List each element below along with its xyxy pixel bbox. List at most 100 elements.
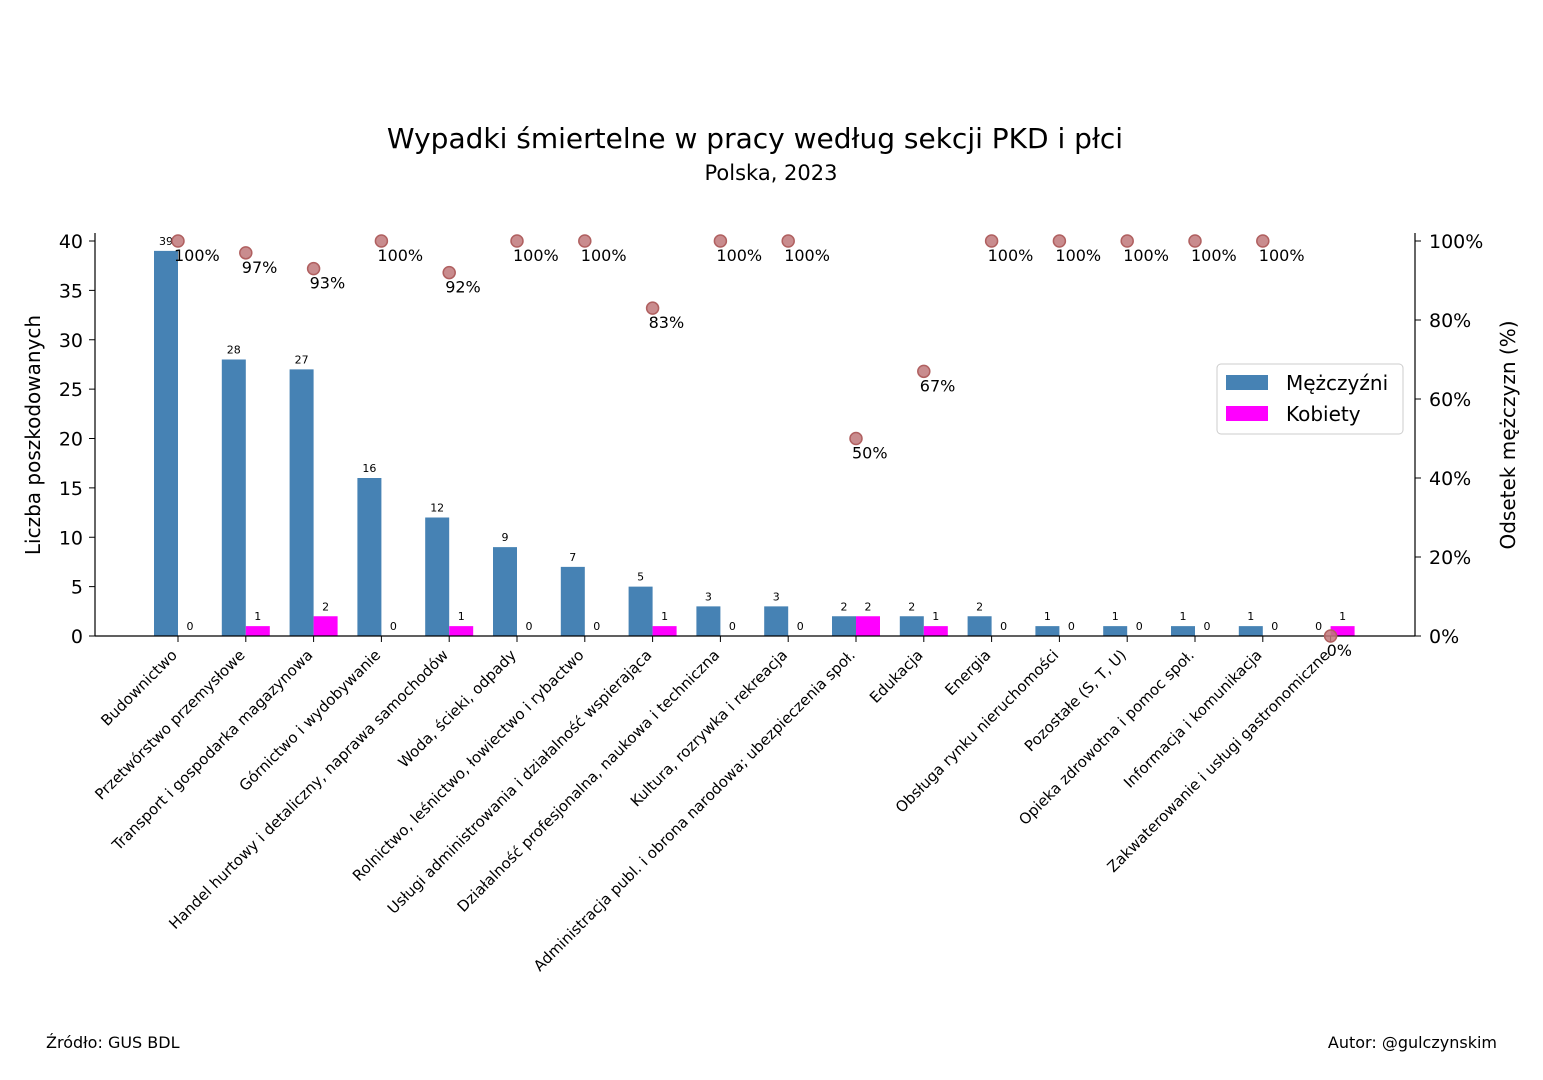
y2-tick-label: 80% [1429, 310, 1471, 332]
value-label-women: 1 [1339, 610, 1346, 623]
share-label: 92% [445, 278, 481, 297]
value-label-women: 0 [1204, 620, 1211, 633]
y-tick-label: 35 [59, 280, 83, 302]
y2-tick-label: 100% [1429, 231, 1483, 253]
category-label: Działalność profesjonalna, naukowa i tec… [454, 646, 724, 916]
category-label: Informacja i komunikacja [1120, 646, 1265, 791]
share-point [374, 234, 389, 248]
share-label: 83% [649, 313, 685, 332]
bar-women [1330, 626, 1355, 636]
value-label-men: 3 [705, 590, 712, 603]
share-point [984, 234, 999, 248]
bar-men [696, 606, 721, 636]
share-label: 50% [852, 444, 888, 463]
share-label: 100% [581, 246, 627, 265]
value-label-men: 5 [637, 571, 644, 584]
share-layer: 100%97%93%100%92%100% 100%83%100% 100%50%6… [171, 234, 1352, 660]
share-label: 100% [784, 246, 830, 265]
share-point [1323, 629, 1338, 643]
bar-men [899, 616, 924, 636]
share-point [781, 234, 795, 248]
bar-women [245, 626, 270, 636]
bar-men [764, 606, 789, 636]
share-point [849, 431, 863, 446]
value-label-men: 2 [841, 600, 848, 613]
bar-men [221, 359, 246, 636]
y-tick-label: 5 [71, 577, 83, 599]
chart-title: Wypadki śmiertelne w pracy według sekcji… [387, 122, 1123, 155]
bar-women [652, 626, 677, 636]
value-label-women: 1 [458, 610, 465, 623]
share-label: 100% [174, 246, 220, 265]
value-label-women: 2 [865, 600, 872, 613]
bar-men [289, 369, 314, 636]
bar-men [1238, 626, 1263, 636]
bar-women [923, 626, 948, 636]
bar-men [628, 586, 653, 636]
bar-men [1035, 626, 1060, 636]
category-label: Edukacja [866, 646, 927, 707]
share-label: 100% [716, 246, 762, 265]
chart-subtitle: Polska, 2023 [705, 161, 838, 185]
share-point [578, 234, 592, 248]
bar-men [493, 547, 517, 636]
value-label-men: 27 [295, 353, 309, 366]
value-label-women: 0 [390, 620, 397, 633]
value-label-men: 1 [1247, 610, 1254, 623]
share-point [645, 301, 660, 315]
share-point [171, 234, 185, 248]
value-label-men: 28 [227, 344, 241, 357]
share-label: 100% [377, 246, 423, 265]
value-label-women: 0 [1136, 620, 1143, 633]
legend-swatch-men [1226, 375, 1268, 390]
value-label-women: 0 [797, 620, 804, 633]
y-tick-label: 40 [59, 231, 83, 253]
share-label: 100% [1191, 246, 1237, 265]
category-label: Woda, ścieki, odpady [395, 646, 520, 771]
bar-women [449, 626, 474, 636]
share-label: 100% [988, 246, 1034, 265]
value-label-women: 0 [1271, 620, 1278, 633]
bar-men [832, 616, 856, 636]
share-point [306, 261, 321, 276]
category-label: Administracja publ. i obrona narodowa; u… [530, 646, 859, 975]
value-label-men: 7 [569, 551, 576, 564]
value-label-men: 9 [502, 531, 509, 544]
value-label-men: 16 [362, 462, 376, 475]
bar-men [967, 616, 992, 636]
y2-tick-label: 40% [1429, 468, 1471, 490]
value-label-men: 1 [1044, 610, 1051, 623]
value-label-men: 1 [1112, 610, 1119, 623]
value-label-women: 1 [932, 610, 939, 623]
share-point [1256, 234, 1270, 248]
share-point [1052, 234, 1067, 248]
value-label-men: 2 [908, 600, 915, 613]
y2-tick-label: 60% [1429, 389, 1471, 411]
share-point [713, 234, 728, 248]
value-label-women: 0 [1068, 620, 1075, 633]
value-label-men: 3 [773, 590, 780, 603]
share-label: 0% [1327, 641, 1352, 660]
value-label-men: 1 [1180, 610, 1187, 623]
value-label-men: 39 [159, 235, 173, 248]
bar-men [154, 250, 178, 636]
share-label: 100% [1123, 246, 1169, 265]
share-label: 67% [920, 376, 956, 395]
y-tick-label: 30 [59, 330, 83, 352]
share-point [1120, 234, 1134, 248]
value-label-men: 0 [1315, 620, 1322, 633]
bar-men [357, 478, 382, 636]
value-label-men: 12 [430, 502, 444, 515]
bar-men [1103, 626, 1128, 636]
value-label-women: 0 [729, 620, 736, 633]
legend-label-women: Kobiety [1286, 402, 1361, 426]
share-label: 93% [310, 274, 346, 293]
share-point [1188, 234, 1202, 248]
value-label-women: 0 [526, 620, 533, 633]
bars-layer [154, 250, 1355, 636]
share-label: 100% [1055, 246, 1101, 265]
y2-tick-label: 0% [1429, 626, 1459, 648]
